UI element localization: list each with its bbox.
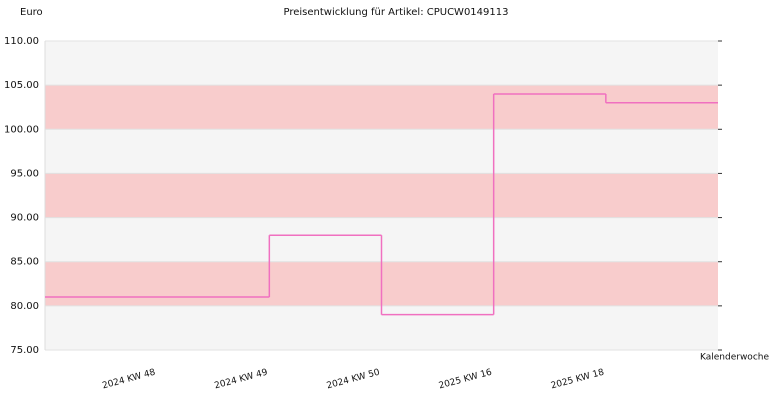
grid-band <box>45 85 718 130</box>
y-axis-label: Euro <box>20 7 43 18</box>
y-tick-label: 110.00 <box>4 36 39 47</box>
y-tick-label: 105.00 <box>4 80 39 91</box>
grid-band <box>45 129 718 174</box>
y-tick-label: 75.00 <box>10 345 39 356</box>
y-tick-label: 80.00 <box>10 301 39 312</box>
grid-band <box>45 173 718 218</box>
y-tick-label: 95.00 <box>10 168 39 179</box>
y-tick-label: 85.00 <box>10 257 39 268</box>
y-tick-label: 100.00 <box>4 124 39 135</box>
chart-title: Preisentwicklung für Artikel: CPUCW01491… <box>284 7 509 18</box>
y-tick-label: 90.00 <box>10 213 39 224</box>
x-axis-label: Kalenderwoche <box>700 353 769 363</box>
grid-band <box>45 41 718 86</box>
